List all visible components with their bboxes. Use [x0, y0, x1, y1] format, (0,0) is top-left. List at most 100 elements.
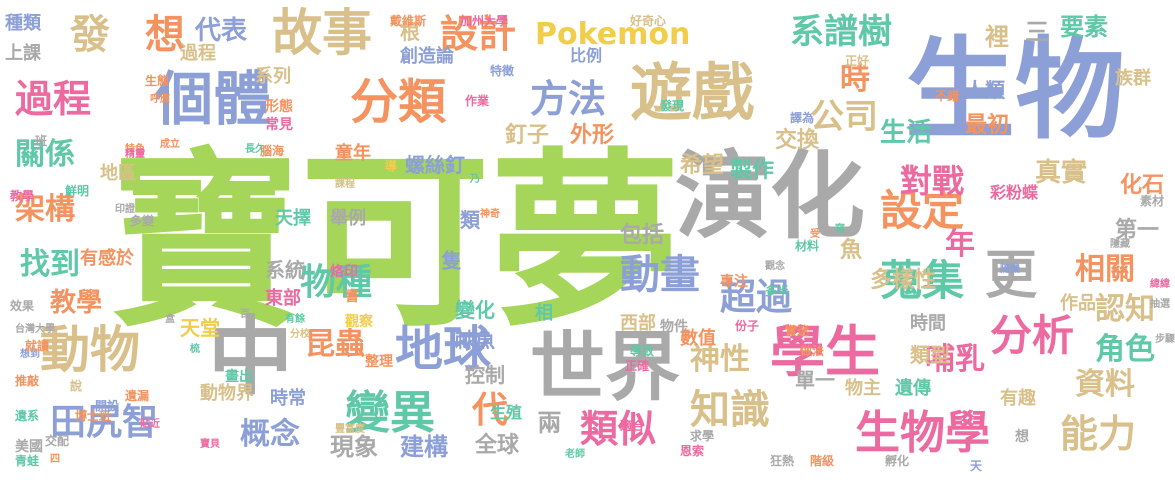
word-41: 哺乳 [925, 342, 985, 377]
word-122: 交配 [45, 434, 70, 448]
word-144: 正好 [845, 54, 870, 68]
word-185: 有餘 [285, 314, 305, 325]
word-26: Pokemon [535, 17, 691, 52]
word-168: 發現 [660, 99, 685, 113]
word-4: 世界 [530, 323, 681, 411]
word-99: 上課 [5, 43, 41, 64]
word-38: 資料 [1075, 367, 1135, 402]
word-63: 螺絲釘 [405, 153, 465, 177]
word-34: 物種 [300, 262, 373, 303]
word-126: 開設 [95, 399, 120, 413]
word-81: 生殖 [490, 403, 523, 422]
word-115: 台灣大學 [15, 324, 55, 335]
word-141: 戴維斯 [390, 14, 427, 28]
word-149: 抽選 [1150, 299, 1170, 310]
word-16: 分析 [990, 311, 1075, 360]
word-129: 寶貝 [200, 439, 220, 450]
word-123: 四 [50, 454, 60, 465]
word-59: 人類 [965, 78, 1005, 102]
word-96: 動物界 [200, 383, 254, 404]
word-56: 要素 [1060, 13, 1108, 41]
word-57: 裡 [985, 23, 1009, 51]
word-33: 超過 [720, 277, 793, 318]
word-17: 蒐集 [880, 256, 965, 305]
word-181: 盒 [165, 314, 175, 325]
word-90: 類型 [910, 343, 950, 367]
word-87: 西部 [620, 313, 656, 334]
word-162: 導致 [630, 344, 655, 358]
word-69: 魚 [840, 238, 863, 263]
word-104: 童年 [335, 143, 371, 164]
word-31: 對戰 [900, 162, 965, 200]
word-3: 中 [208, 308, 294, 407]
word-47: 找到 [20, 247, 80, 282]
word-137: 天 [970, 459, 983, 473]
word-68: 交換 [775, 128, 820, 153]
word-124: 博士班 [75, 409, 112, 423]
word-178: 課程 [335, 179, 355, 190]
word-177: 長久 [245, 144, 265, 155]
word-77: 隻 [438, 250, 462, 270]
word-0: 寶可夢 [110, 132, 681, 353]
word-148: 隨機 [1000, 264, 1020, 275]
word-70: 多樣性 [870, 268, 937, 293]
word-83: 系統 [265, 258, 305, 282]
word-48: 教學 [50, 288, 103, 318]
word-91: 單一 [795, 368, 835, 392]
word-9: 故事 [272, 4, 372, 62]
word-117: 推敲 [15, 374, 40, 388]
word-49: 現象 [330, 433, 378, 461]
word-112: 印證 [115, 204, 135, 215]
word-2: 演化 [675, 142, 866, 252]
word-139: 份子 [735, 319, 760, 333]
word-146: 素材 [1140, 194, 1165, 208]
word-82: 相 [535, 303, 553, 324]
word-111: 鮮明 [65, 184, 90, 198]
word-169: 材料 [795, 239, 820, 253]
word-138: 觀念 [765, 261, 785, 272]
word-52: 兩 [533, 410, 561, 434]
word-171: 生態 [145, 74, 170, 88]
word-175: 成立 [160, 139, 180, 150]
word-184: 分校 [290, 329, 310, 340]
word-140: 實迷 [785, 324, 810, 338]
word-131: 恩索 [680, 444, 705, 458]
word-160: 烙印 [330, 264, 358, 280]
word-24: 發 [70, 12, 110, 58]
word-127: 遺漏 [125, 389, 150, 403]
word-106: 形態 [265, 99, 293, 115]
word-98: 種類 [5, 13, 41, 34]
word-72: 第一 [1115, 218, 1160, 243]
word-25: 設計 [440, 12, 517, 56]
word-165: 專注 [720, 274, 748, 290]
word-174: 班 [35, 134, 48, 148]
word-66: 外形 [570, 123, 615, 148]
word-13: 變異 [345, 386, 436, 439]
word-8: 分類 [350, 74, 447, 130]
word-45: 架構 [15, 192, 75, 227]
word-67: 釘子 [505, 123, 550, 148]
word-80: 控制 [465, 363, 505, 387]
word-74: 彩粉蝶 [990, 183, 1039, 202]
word-19: 知識 [690, 387, 770, 433]
word-142: 加州大學 [460, 14, 509, 28]
word-116: 想到 [20, 349, 40, 360]
word-143: 好奇心 [630, 14, 667, 28]
word-103: 地區 [100, 163, 136, 184]
word-158: 觀察 [345, 314, 373, 330]
word-151: 緯緯 [1150, 279, 1170, 290]
word-7: 個體 [155, 65, 272, 133]
word-187: 乃 [470, 174, 480, 185]
word-150: 步驟 [1155, 334, 1175, 345]
word-114: 效果 [10, 299, 35, 313]
word-97: 時常 [270, 388, 306, 409]
word-79: 棘魚 [455, 328, 495, 352]
word-145: 不錯 [935, 89, 960, 103]
word-22: 田尻智 [50, 402, 159, 443]
word-93: 遺傳 [895, 378, 931, 399]
word-54: 根 [400, 20, 420, 44]
word-110: 教學 [10, 189, 35, 203]
word-10: 動物 [40, 321, 140, 379]
word-121: 美國 [15, 439, 43, 455]
word-183: 百 [240, 309, 250, 320]
